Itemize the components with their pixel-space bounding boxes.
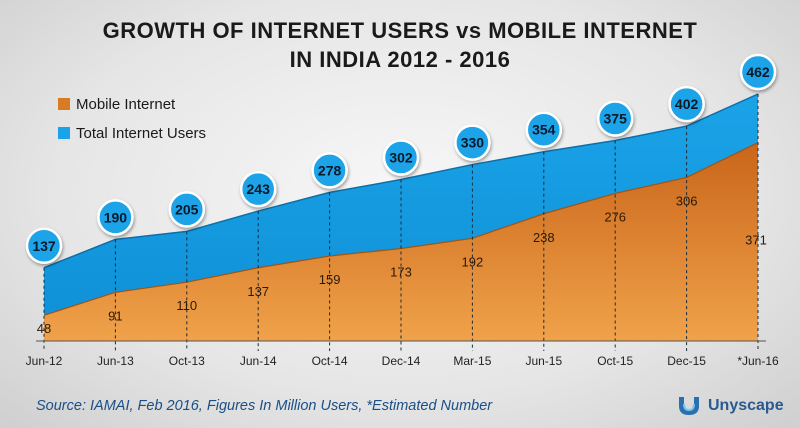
x-tick-label: Oct-13 [169, 354, 205, 368]
data-label-total: 402 [675, 96, 699, 112]
unyscape-logo-icon [679, 397, 699, 415]
data-label-mobile: 276 [604, 209, 626, 224]
data-label-mobile: 192 [462, 254, 484, 269]
x-tick-label: Jun-15 [525, 354, 562, 368]
data-bubble-total: 278 [311, 152, 348, 189]
bubble-circle [97, 199, 134, 236]
data-label-mobile: 110 [176, 298, 197, 313]
data-label-total: 462 [746, 64, 770, 80]
brand-name: Unyscape [708, 397, 784, 414]
x-tick-label: Jun-12 [26, 354, 63, 368]
data-label-total: 243 [247, 181, 271, 197]
x-tick-label: Jun-14 [240, 354, 277, 368]
x-tick-label: Oct-15 [597, 354, 633, 368]
bubble-circle [668, 85, 705, 123]
chart-title-line1: GROWTH OF INTERNET USERS vs MOBILE INTER… [102, 18, 698, 43]
bubble-circle [311, 152, 348, 189]
data-bubble-total: 402 [668, 85, 705, 123]
data-label-total: 278 [318, 162, 342, 178]
data-bubble-total: 137 [25, 227, 63, 265]
bubble-circle [454, 124, 491, 161]
data-label-mobile: 306 [676, 193, 698, 208]
data-bubble-total: 354 [525, 111, 563, 148]
legend-swatch [58, 98, 70, 110]
data-label-total: 375 [604, 111, 628, 127]
bubble-circle [596, 100, 634, 137]
data-label-mobile: 48 [37, 321, 51, 336]
x-tick-label: Jun-13 [97, 354, 134, 368]
data-label-total: 330 [461, 135, 485, 151]
data-label-total: 302 [389, 150, 413, 166]
data-label-total: 190 [104, 209, 128, 225]
data-label-total: 137 [32, 238, 56, 254]
legend-swatch [58, 127, 70, 139]
legend-label: Total Internet Users [76, 125, 206, 142]
bubble-circle [168, 191, 206, 228]
data-bubble-total: 462 [739, 53, 777, 91]
source-note: Source: IAMAI, Feb 2016, Figures In Mill… [36, 398, 493, 414]
x-tick-label: *Jun-16 [737, 354, 779, 368]
data-bubble-total: 330 [454, 124, 491, 161]
bubble-circle [382, 139, 420, 176]
data-bubble-total: 243 [239, 170, 277, 208]
brand-logo: Unyscape [676, 393, 784, 419]
data-bubble-total: 190 [97, 199, 134, 236]
data-bubble-total: 205 [168, 191, 206, 228]
bubble-circle [739, 53, 777, 91]
data-label-total: 205 [175, 201, 199, 217]
x-tick-label: Dec-15 [667, 354, 706, 368]
data-bubble-total: 375 [596, 100, 634, 137]
bubble-circle [239, 170, 277, 208]
data-bubble-total: 302 [382, 139, 420, 176]
data-label-total: 354 [532, 122, 556, 138]
legend-label: Mobile Internet [76, 96, 176, 113]
data-label-mobile: 371 [745, 233, 767, 248]
data-label-mobile: 238 [533, 230, 555, 245]
data-label-mobile: 137 [247, 284, 269, 299]
legend-item: Total Internet Users [58, 125, 206, 142]
bubble-circle [525, 111, 563, 148]
data-label-mobile: 173 [390, 265, 412, 280]
series-area-mobile-internet [44, 142, 758, 341]
x-tick-label: Oct-14 [312, 354, 348, 368]
x-tick-label: Dec-14 [382, 354, 421, 368]
legend-item: Mobile Internet [58, 96, 176, 113]
chart-title-line2: IN INDIA 2012 - 2016 [289, 47, 511, 72]
data-label-mobile: 91 [108, 308, 122, 323]
data-label-mobile: 159 [319, 272, 341, 287]
x-tick-label: Mar-15 [453, 354, 491, 368]
bubble-circle [25, 227, 63, 265]
